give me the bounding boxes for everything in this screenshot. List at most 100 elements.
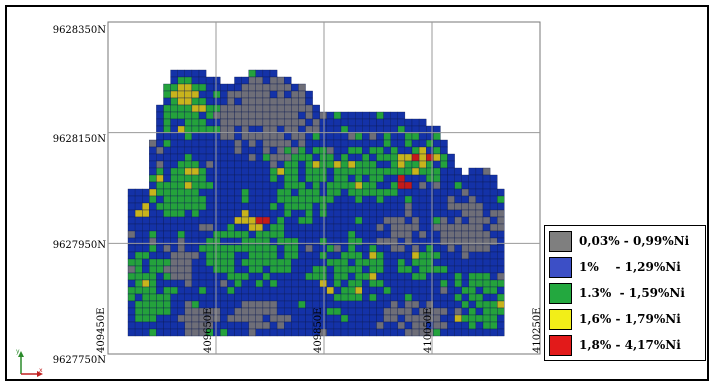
grade-block <box>418 293 427 302</box>
grade-block <box>411 195 420 204</box>
grade-block <box>284 125 292 134</box>
grade-block <box>482 181 491 190</box>
grade-block <box>191 237 200 246</box>
grade-block <box>220 132 228 141</box>
grade-block <box>170 251 178 260</box>
grade-block <box>149 286 157 295</box>
legend-label: 0,03% - 0,99%Ni <box>579 234 690 248</box>
grade-block <box>149 300 157 309</box>
grade-block <box>177 230 185 239</box>
grade-block <box>255 181 264 190</box>
grade-block <box>220 195 228 204</box>
grade-block <box>149 139 157 148</box>
grade-block <box>468 167 477 176</box>
grade-block <box>411 272 420 281</box>
grade-block <box>312 188 320 197</box>
grade-block <box>276 104 285 113</box>
grade-block <box>347 132 356 141</box>
legend-item: 1.3% - 1,59%Ni <box>549 283 705 305</box>
grade-block <box>312 237 320 246</box>
grade-block <box>433 167 441 176</box>
grade-block <box>234 181 242 190</box>
grade-block <box>440 314 448 323</box>
grade-block <box>319 118 327 127</box>
grade-block <box>177 181 185 190</box>
grade-block <box>362 216 370 225</box>
grade-block <box>276 132 285 141</box>
grade-block <box>440 195 448 204</box>
grade-block <box>447 153 455 162</box>
grade-block <box>291 293 299 302</box>
grade-block <box>326 118 335 127</box>
grade-block <box>340 181 349 190</box>
grade-block <box>127 314 136 323</box>
grade-block <box>489 202 498 211</box>
grade-block <box>333 174 342 183</box>
grade-block <box>234 328 242 337</box>
grade-block <box>184 160 193 169</box>
grade-block <box>347 230 356 239</box>
grade-block <box>255 307 264 316</box>
grade-block <box>383 181 391 190</box>
grade-block <box>149 265 157 274</box>
grade-block <box>305 125 313 134</box>
grade-block <box>440 258 448 267</box>
grade-block <box>404 237 413 246</box>
grade-block <box>312 223 320 232</box>
grade-block <box>347 251 356 260</box>
grade-block <box>383 314 391 323</box>
grade-block <box>127 328 136 337</box>
grade-block <box>390 111 398 120</box>
grade-block <box>262 209 271 218</box>
grade-block <box>333 328 342 337</box>
grade-block <box>205 272 214 281</box>
grade-block <box>326 160 335 169</box>
grade-block <box>362 328 370 337</box>
grade-block <box>319 111 327 120</box>
grade-block <box>127 272 136 281</box>
grade-block <box>255 223 264 232</box>
grade-block <box>241 111 249 120</box>
grade-block <box>340 188 349 197</box>
grade-block <box>220 118 228 127</box>
grade-block <box>376 209 384 218</box>
grade-block <box>198 244 207 253</box>
grade-block <box>156 293 164 302</box>
grade-block <box>404 188 413 197</box>
grade-block <box>134 265 143 274</box>
grade-block <box>404 146 413 155</box>
grade-block <box>369 160 377 169</box>
grade-block <box>241 181 249 190</box>
grade-block <box>291 202 299 211</box>
grade-block <box>326 293 335 302</box>
grade-block <box>276 90 285 99</box>
grade-block <box>227 286 235 295</box>
grade-block <box>482 265 491 274</box>
grade-block <box>390 286 398 295</box>
grade-block <box>269 202 278 211</box>
grade-block <box>255 195 264 204</box>
grade-block <box>397 258 406 267</box>
grade-block <box>248 328 256 337</box>
grade-block <box>411 307 420 316</box>
grade-block <box>333 132 342 141</box>
grade-block <box>312 293 320 302</box>
grade-block <box>383 111 391 120</box>
grade-block <box>142 223 150 232</box>
grade-block <box>440 174 448 183</box>
grade-block <box>220 258 228 267</box>
grade-block <box>198 153 207 162</box>
grade-block <box>489 244 498 253</box>
grade-block <box>177 314 185 323</box>
grade-block <box>390 230 398 239</box>
grade-block <box>269 272 278 281</box>
grade-block <box>475 195 484 204</box>
grade-block <box>142 272 150 281</box>
grade-block <box>255 69 264 78</box>
grade-block <box>298 230 306 239</box>
grade-block <box>447 181 455 190</box>
grade-block <box>383 125 391 134</box>
grade-block <box>397 125 406 134</box>
grade-block <box>433 251 441 260</box>
grade-block <box>227 90 235 99</box>
